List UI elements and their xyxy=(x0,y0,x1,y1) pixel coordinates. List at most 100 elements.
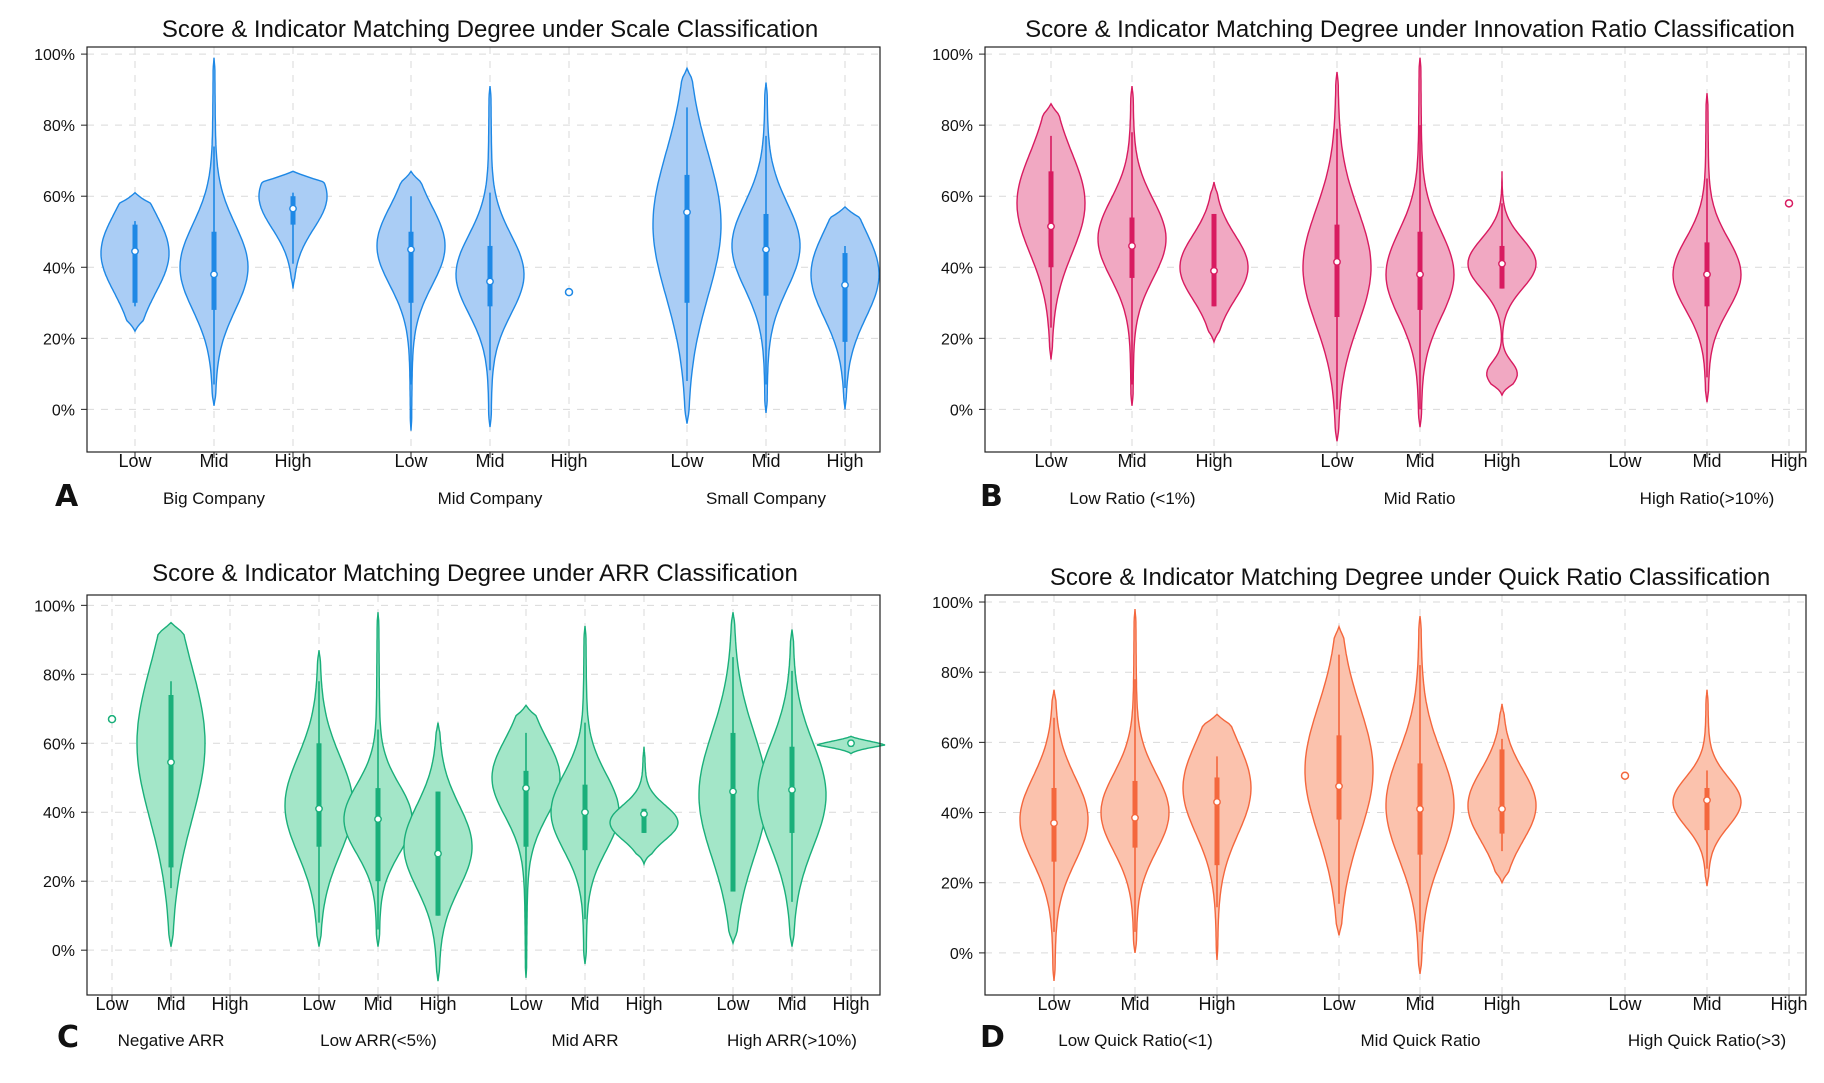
violin-median xyxy=(1210,266,1218,275)
group-label: Big Company xyxy=(163,489,266,508)
x-tick-label: Low xyxy=(670,451,704,471)
y-tick-label: 100% xyxy=(932,595,973,612)
y-tick-label: 40% xyxy=(43,805,75,822)
violin-iqr-box xyxy=(1336,735,1342,820)
x-tick-label: High xyxy=(1483,994,1520,1014)
violin-median xyxy=(1131,813,1139,822)
plot-frame xyxy=(86,46,881,453)
violin-median xyxy=(1703,796,1711,805)
y-tick-label: 0% xyxy=(52,402,75,419)
x-tick-label: Low xyxy=(1608,451,1642,471)
panel-letter: C xyxy=(57,1020,79,1055)
y-tick-label: 0% xyxy=(950,946,973,963)
x-tick-label: High xyxy=(1198,994,1235,1014)
x-tick-label: Low xyxy=(95,994,129,1014)
y-tick-label: 80% xyxy=(941,118,973,135)
violin-median xyxy=(1047,222,1055,231)
violin-median xyxy=(729,787,737,796)
chart-title: Score & Indicator Matching Degree under … xyxy=(152,560,798,587)
violin-median xyxy=(1128,242,1136,250)
x-tick-label: Mid xyxy=(1692,451,1721,471)
violin-median xyxy=(1498,805,1506,813)
violin-iqr-box xyxy=(842,253,848,342)
group-label: Negative ARR xyxy=(118,1031,225,1050)
violin-median xyxy=(847,739,855,748)
y-tick-label: 100% xyxy=(34,598,75,615)
x-tick-label: Low xyxy=(1322,994,1356,1014)
y-tick-label: 100% xyxy=(34,47,75,64)
violin-iqr-box xyxy=(641,808,647,833)
y-tick-label: 0% xyxy=(950,402,973,419)
y-tick-label: 80% xyxy=(941,665,973,682)
y-tick-label: 40% xyxy=(941,806,973,823)
violin-iqr-box xyxy=(1211,213,1217,307)
violin-median xyxy=(1416,805,1424,813)
violin-median xyxy=(788,785,796,794)
violin-median xyxy=(1213,798,1221,806)
x-tick-label: Mid xyxy=(363,994,392,1014)
violin-median xyxy=(407,245,415,254)
violin-iqr-box xyxy=(1334,224,1340,317)
panel-c: Score & Indicator Matching Degree under … xyxy=(34,560,886,1055)
y-tick-label: 40% xyxy=(43,260,75,277)
violin-median xyxy=(522,784,530,793)
chart-title: Score & Indicator Matching Degree under … xyxy=(162,16,818,43)
y-tick-label: 60% xyxy=(941,189,973,206)
group-label: Small Company xyxy=(706,489,826,508)
group-label: Mid Ratio xyxy=(1384,489,1456,508)
y-tick-label: 20% xyxy=(941,331,973,348)
x-tick-label: Mid xyxy=(1692,994,1721,1014)
x-tick-label: Low xyxy=(1034,451,1068,471)
plot-frame xyxy=(86,594,881,996)
panel-letter: B xyxy=(980,479,1003,514)
x-tick-label: Mid xyxy=(777,994,806,1014)
violin-iqr-box xyxy=(582,784,588,851)
violin-median xyxy=(640,810,648,818)
x-tick-label: High xyxy=(550,451,587,471)
violin-iqr-box xyxy=(1704,787,1710,831)
chart-title: Score & Indicator Matching Degree under … xyxy=(1050,564,1770,591)
violin-iqr-box xyxy=(1048,171,1054,268)
x-tick-label: Mid xyxy=(1120,994,1149,1014)
y-tick-label: 0% xyxy=(52,943,75,960)
x-tick-label: High xyxy=(419,994,456,1014)
violin-median xyxy=(374,815,382,824)
violin-median xyxy=(167,758,175,767)
outlier-point xyxy=(1784,199,1794,208)
x-tick-label: High xyxy=(625,994,662,1014)
chart-title: Score & Indicator Matching Degree under … xyxy=(1025,16,1795,43)
x-tick-label: Low xyxy=(1037,994,1071,1014)
x-tick-label: High xyxy=(832,994,869,1014)
y-tick-label: 60% xyxy=(941,735,973,752)
violin-iqr-box xyxy=(730,732,736,892)
x-tick-label: Low xyxy=(302,994,336,1014)
violin-iqr-box xyxy=(684,174,690,303)
group-label: Low ARR(<5%) xyxy=(320,1031,437,1050)
x-tick-label: High xyxy=(211,994,248,1014)
violin-median xyxy=(486,277,494,286)
panel-letter: D xyxy=(980,1020,1005,1055)
violin-median xyxy=(581,808,589,817)
x-tick-label: Low xyxy=(1320,451,1354,471)
violin-median xyxy=(683,208,691,217)
y-tick-label: 20% xyxy=(43,331,75,348)
x-tick-label: High xyxy=(1770,994,1807,1014)
group-label: Mid Quick Ratio xyxy=(1361,1031,1481,1050)
violin-median xyxy=(1335,782,1343,791)
group-label: High Quick Ratio(>3) xyxy=(1628,1031,1786,1050)
violin-median xyxy=(434,849,442,858)
violin-iqr-box xyxy=(1214,777,1220,866)
y-tick-label: 100% xyxy=(932,47,973,64)
y-tick-label: 20% xyxy=(43,874,75,891)
x-tick-label: Mid xyxy=(475,451,504,471)
x-tick-label: High xyxy=(826,451,863,471)
violin-iqr-box xyxy=(375,788,381,882)
outlier-point xyxy=(107,714,117,724)
x-tick-label: Mid xyxy=(1405,451,1434,471)
group-label: High ARR(>10%) xyxy=(727,1031,857,1050)
y-tick-label: 40% xyxy=(941,260,973,277)
x-tick-label: High xyxy=(1195,451,1232,471)
y-tick-label: 80% xyxy=(43,667,75,684)
x-tick-label: High xyxy=(1770,451,1807,471)
